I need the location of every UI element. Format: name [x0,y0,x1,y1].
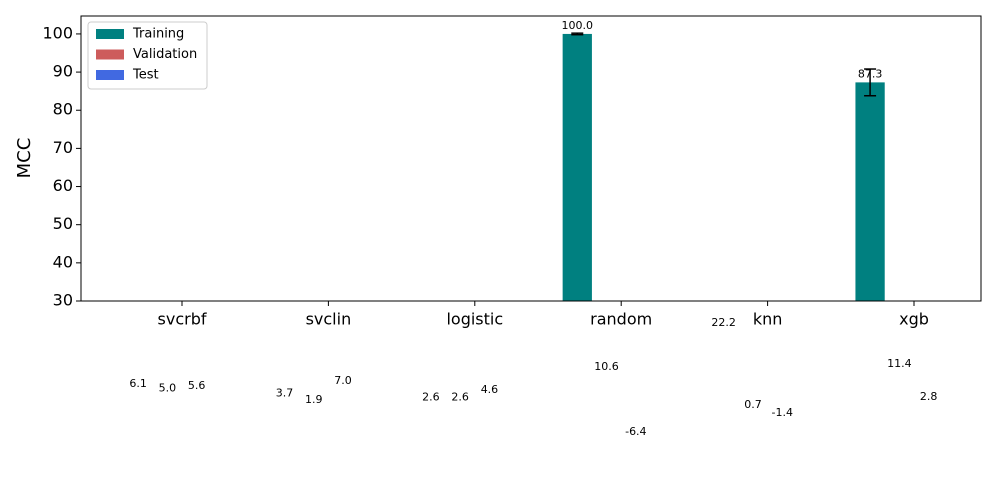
legend-swatch [96,29,124,39]
plot-area [562,33,885,351]
y-tick-label: 60 [53,176,73,195]
error-bar [864,68,877,97]
y-tick-label: 100 [42,23,73,42]
axes-frame [80,15,982,302]
bar [709,331,738,351]
value-label: 11.4 [887,357,912,370]
value-label: -1.4 [772,406,793,419]
y-tick-label: 50 [53,214,73,233]
y-tick-label: 30 [53,291,73,310]
y-tick-label: 70 [53,138,73,157]
x-tick-label: logistic [446,310,503,329]
x-tick-label: knn [753,310,783,329]
bar [855,82,885,301]
value-label: 2.6 [451,391,469,404]
x-tick-label: svclin [306,310,352,329]
value-label: 5.0 [159,381,177,394]
legend-label: Validation [133,47,197,62]
y-axis-label: MCC [14,138,35,179]
legend-label: Training [132,27,184,42]
value-label: 100.0 [562,19,594,32]
x-tick-label: xgb [899,310,929,329]
x-tick-label: random [590,310,652,329]
value-label: 5.6 [188,379,206,392]
value-label: 4.6 [481,383,499,396]
y-tick-label: 40 [53,252,73,271]
value-label: 0.7 [744,398,762,411]
bar [562,33,592,301]
legend-swatch [96,49,124,60]
legend-swatch [96,70,124,80]
value-label: 1.9 [305,393,323,406]
value-label: 6.1 [129,377,147,390]
value-label: 7.0 [334,374,352,387]
value-label: 22.2 [711,316,736,329]
y-tick-label: 90 [53,62,73,81]
value-label: 10.6 [594,360,619,373]
value-label: 2.8 [920,390,938,403]
x-tick-label: svcrbf [158,310,207,329]
legend-label: Test [132,68,159,83]
value-label: 2.6 [422,391,440,404]
y-tick-label: 80 [53,100,73,119]
error-bar [571,32,584,36]
value-label: 3.7 [276,386,294,399]
value-label: -6.4 [625,425,646,438]
